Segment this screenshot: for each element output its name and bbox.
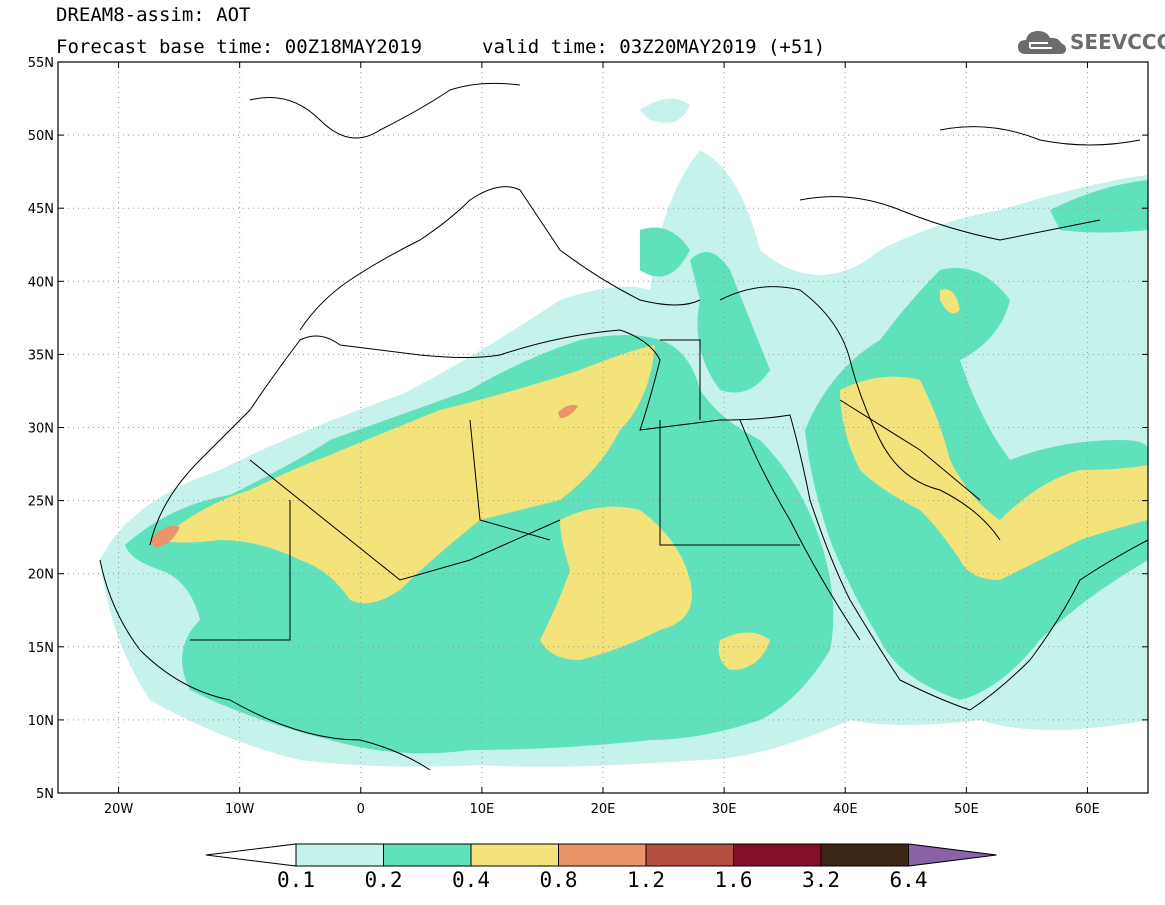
colorbar-level-label: 0.4 (452, 868, 490, 892)
colorbar-level-label: 0.1 (277, 868, 315, 892)
forecast-base-time: Forecast base time: 00Z18MAY2019 (56, 36, 423, 58)
lon-label: 20W (104, 802, 134, 817)
colorbar (205, 843, 997, 867)
colorbar-over-arrow (908, 843, 997, 867)
colorbar-level-label: 0.2 (364, 868, 403, 892)
lat-label: 55N (28, 56, 54, 71)
lat-label: 15N (28, 641, 54, 656)
colorbar-segment (645, 843, 734, 867)
lat-label: 20N (28, 568, 54, 583)
lat-label: 10N (28, 714, 54, 729)
colorbar-segment (470, 843, 559, 867)
coastlines (99, 82, 1148, 771)
colorbar-level-label: 0.8 (539, 868, 578, 892)
aot-level-0-2 (125, 180, 1148, 754)
colorbar-level-label: 3.2 (802, 868, 840, 892)
lon-label: 10W (225, 802, 255, 817)
lon-label: 30E (712, 802, 737, 817)
colorbar-segment (733, 843, 822, 867)
lat-label: 40N (28, 275, 54, 290)
colorbar-segment (295, 843, 384, 867)
lat-label: 45N (28, 202, 54, 217)
aot-level-0-8 (150, 404, 578, 548)
lat-label: 50N (28, 129, 54, 144)
cloud-icon (1018, 31, 1066, 54)
lat-label: 30N (28, 422, 54, 437)
lat-label: 25N (28, 495, 54, 510)
axis-ticks (58, 61, 1148, 794)
colorbar-level-label: 1.2 (627, 868, 665, 892)
map-gridlines (58, 62, 1148, 793)
colorbar-level-label: 1.6 (714, 868, 753, 892)
aot-level-0-4 (160, 289, 1148, 670)
lon-label: 20E (591, 802, 616, 817)
colorbar-segment (383, 843, 472, 867)
lat-label: 35N (28, 348, 54, 363)
colorbar-segment (820, 843, 909, 867)
aot-fields (100, 98, 1148, 767)
seevccc-logo: SEEVCCC (1016, 24, 1165, 60)
logo-text: SEEVCCC (1070, 30, 1165, 54)
map-title: DREAM8-assim: AOT (56, 4, 251, 26)
valid-time: valid time: 03Z20MAY2019 (+51) (482, 36, 826, 58)
lat-label: 5N (36, 787, 54, 802)
colorbar-segment (558, 843, 647, 867)
lon-label: 50E (954, 802, 979, 817)
lon-label: 0 (357, 802, 365, 817)
colorbar-under-arrow (205, 843, 297, 867)
lon-label: 40E (833, 802, 858, 817)
colorbar-level-label: 6.4 (889, 868, 928, 892)
longitude-labels: 20W 10W 0 10E 20E 30E 40E 50E 60E (104, 802, 1100, 817)
lon-label: 60E (1075, 802, 1100, 817)
lon-label: 10E (470, 802, 495, 817)
latitude-labels: 55N 50N 45N 40N 35N 30N 25N 20N 15N 10N 5N (28, 56, 54, 802)
